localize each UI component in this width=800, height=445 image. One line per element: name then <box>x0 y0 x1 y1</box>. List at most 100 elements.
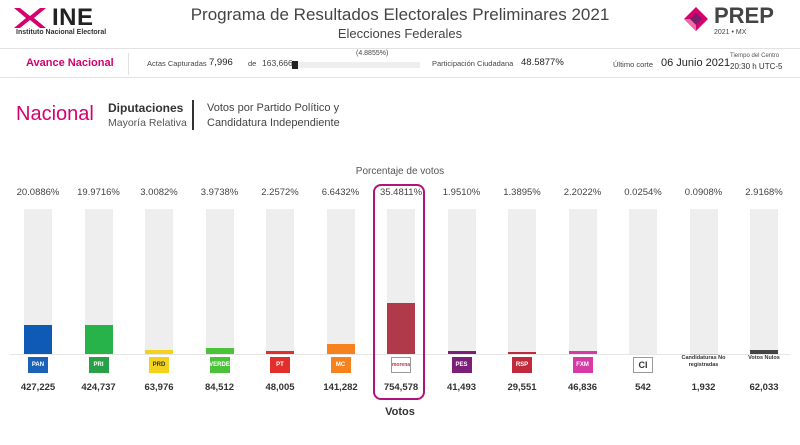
bar-morena <box>387 302 415 354</box>
percent-label: 2.2572% <box>261 187 299 198</box>
party-column-votos-nulos[interactable]: 2.9168% Votos Nulos 62,033 <box>736 183 792 403</box>
rsp-logo-icon: RSP <box>512 357 532 373</box>
percent-label: 1.9510% <box>442 187 481 198</box>
vote-count: 427,225 <box>20 382 56 393</box>
prep-name: PREP <box>714 3 774 28</box>
party-column-rsp[interactable]: 1.3895% RSP 29,551 <box>494 183 550 403</box>
bar-track <box>145 209 173 354</box>
chart-xlabel: Votos <box>385 406 415 418</box>
bar-track <box>266 209 294 354</box>
fxm-logo-icon: FXM <box>572 357 593 373</box>
candidaturas-no-registradas-label: Candidaturas No registradas <box>681 355 726 368</box>
ine-x-icon <box>14 8 46 28</box>
party-column-fxm[interactable]: 2.2022% FXM 46,836 <box>555 183 611 403</box>
vote-count: 754,578 <box>383 382 419 393</box>
bar-pes <box>447 351 476 354</box>
winner-highlight <box>373 184 425 400</box>
party-column-pes[interactable]: 1.9510% PES 41,493 <box>434 183 490 403</box>
party-column-pt[interactable]: 2.2572% PT 48,005 <box>252 183 308 403</box>
percent-label: 0.0254% <box>624 187 662 198</box>
vote-count: 1,932 <box>691 382 716 393</box>
vote-count: 48,005 <box>265 382 295 393</box>
bar-track <box>447 209 476 354</box>
election-subtype: Mayoría Relativa <box>108 117 187 129</box>
party-column-morena[interactable]: 35.4811% morena 754,578 <box>373 183 429 403</box>
bar-pt <box>266 350 294 354</box>
bar-track <box>387 209 415 354</box>
party-column-prd[interactable]: 3.0082% PRD 63,976 <box>131 183 187 403</box>
bar-track <box>750 209 778 354</box>
percent-label: 6.6432% <box>321 187 360 198</box>
actas-label: Actas Capturadas <box>147 59 207 68</box>
vote-count: 46,836 <box>567 382 598 393</box>
chart-title: Porcentaje de votos <box>355 166 445 177</box>
avance-nacional-link[interactable]: Avance Nacional <box>26 57 114 69</box>
percent-label: 1.3895% <box>503 187 541 198</box>
vote-count: 63,976 <box>144 382 174 393</box>
bar-pri <box>84 325 113 354</box>
bar-track <box>629 209 657 354</box>
prep-logo[interactable]: PREP 2021 • MX <box>682 3 792 41</box>
pvem-logo-icon: VERDE <box>209 357 230 373</box>
votos-nulos-label: Votos Nulos <box>748 355 780 361</box>
ine-logo[interactable]: INE Instituto Nacional Electoral <box>12 4 127 38</box>
vote-count: 542 <box>635 382 651 393</box>
ci-logo-icon: CI <box>633 357 653 373</box>
section-description: Votos por Partido Político y Candidatura… <box>207 102 340 129</box>
actas-progress-fill <box>292 61 299 69</box>
percent-label: 2.2022% <box>563 187 602 198</box>
vote-count: 29,551 <box>507 382 537 393</box>
bar-pvem <box>205 348 234 354</box>
vote-count: 62,033 <box>749 382 779 393</box>
bar-fxm <box>568 350 597 354</box>
page-subtitle: Elecciones Federales <box>337 26 463 41</box>
party-column-pan[interactable]: 20.0886% PAN 427,225 <box>10 183 66 403</box>
section-divider <box>192 100 194 130</box>
prep-diamond-icon <box>684 7 708 31</box>
bar-track <box>84 209 113 354</box>
actas-percent: (4.8855%) <box>356 50 389 57</box>
bar-track <box>689 209 718 354</box>
bar-rsp <box>508 352 536 354</box>
corte-value: 06 Junio 2021 <box>661 57 731 69</box>
pes-logo-icon: PES <box>451 357 472 373</box>
actas-progress-bar <box>292 61 420 69</box>
percent-label: 2.9168% <box>745 187 783 198</box>
percent-label: 19.9716% <box>77 187 120 198</box>
header: INE Instituto Nacional Electoral Program… <box>0 0 800 46</box>
party-column-pvem[interactable]: 3.9738% VERDE 84,512 <box>192 183 248 403</box>
actas-de: de <box>248 59 257 68</box>
actas-count: 7,996 <box>209 57 233 68</box>
pt-logo-icon: PT <box>270 357 290 373</box>
bar-pan <box>24 324 52 354</box>
vote-count: 84,512 <box>204 382 235 393</box>
ine-subtitle: Instituto Nacional Electoral <box>16 29 107 36</box>
participacion-value: 48.5877% <box>521 57 564 68</box>
percent-label: 35.4811% <box>379 187 423 198</box>
vote-count: 424,737 <box>81 382 116 393</box>
percent-label: 20.0886% <box>16 187 60 198</box>
party-column-pri[interactable]: 19.9716% PRI 424,737 <box>71 183 127 403</box>
status-divider <box>128 53 129 75</box>
morena-logo-icon: morena <box>391 357 411 373</box>
page-title: Programa de Resultados Electorales Preli… <box>190 5 610 24</box>
party-column-candidaturas-no-registradas[interactable]: 0.0908% Candidaturas No registradas 1,932 <box>676 183 732 403</box>
actas-total: 163,666 <box>262 58 293 68</box>
mc-logo-icon: MC <box>330 357 351 373</box>
bar-track <box>568 209 597 354</box>
timezone-value: 20:30 h UTC-5 <box>730 62 783 71</box>
bar-track <box>326 209 355 354</box>
bar-track <box>205 209 234 354</box>
party-column-ci[interactable]: 0.0254% CI 542 <box>615 183 671 403</box>
pan-logo-icon: PAN <box>28 357 48 373</box>
election-type: Diputaciones <box>108 101 184 115</box>
bar-mc <box>326 344 355 354</box>
chart-baseline <box>10 354 790 355</box>
party-column-mc[interactable]: 6.6432% MC 141,282 <box>313 183 369 403</box>
scope-title: Nacional <box>16 103 94 125</box>
vote-count: 41,493 <box>446 382 477 393</box>
bar-prd <box>145 349 173 354</box>
bar-votos-nulos <box>750 349 778 354</box>
timezone-label: Tiempo del Centro <box>730 53 780 59</box>
prd-logo-icon: PRD <box>149 357 169 373</box>
